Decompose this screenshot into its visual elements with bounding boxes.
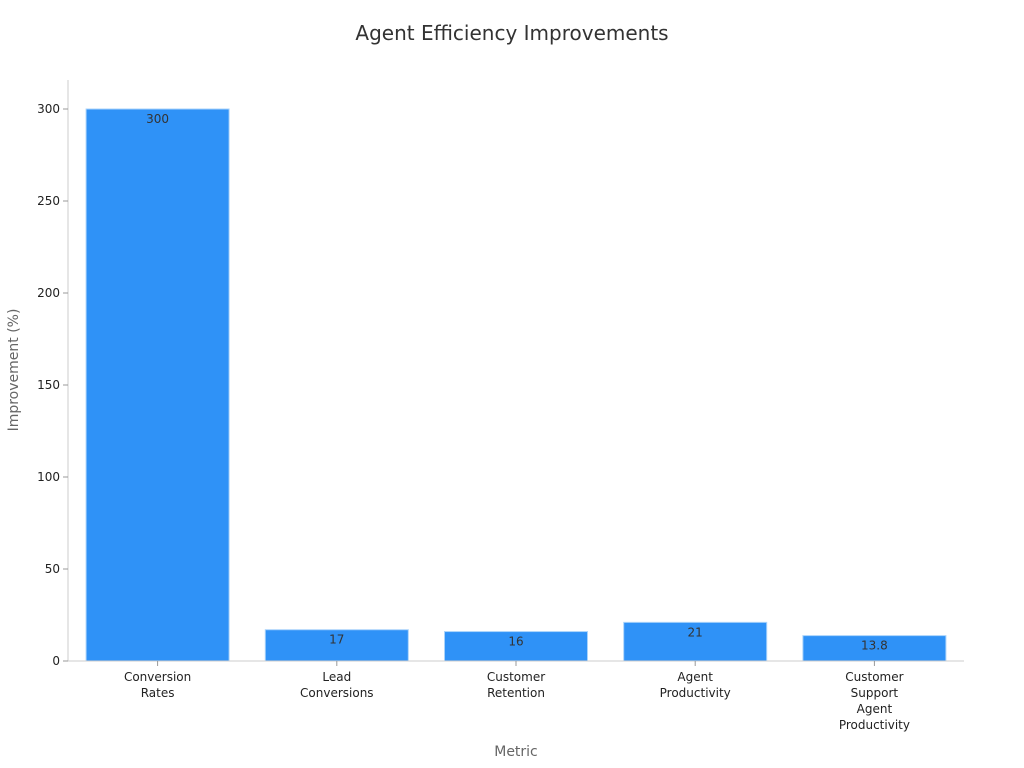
bar — [264, 629, 409, 662]
y-tick-label: 300 — [37, 102, 60, 116]
bar — [85, 108, 230, 662]
y-tick-label: 250 — [37, 194, 60, 208]
bar-value-label: 16 — [508, 635, 523, 649]
bar-value-label: 300 — [146, 112, 169, 126]
y-tick-label: 100 — [37, 470, 60, 484]
bar-value-label: 21 — [688, 625, 703, 639]
chart-title: Agent Efficiency Improvements — [355, 21, 668, 45]
y-tick-label: 150 — [37, 378, 60, 392]
y-tick-label: 200 — [37, 286, 60, 300]
bars-group: 300 17 16 21 13.8 — [85, 108, 947, 662]
x-tick-label: Agent Productivity — [660, 670, 731, 700]
bar-value-label: 13.8 — [861, 639, 888, 653]
y-axis-title: Improvement (%) — [6, 309, 22, 432]
x-axis-title: Metric — [494, 744, 538, 760]
bar — [802, 635, 947, 662]
x-tick-label: Customer Support Agent Productivity — [839, 670, 910, 732]
bar-value-label: 17 — [329, 633, 344, 647]
x-tick-label: Customer Retention — [487, 670, 545, 700]
x-tick-label: Lead Conversions — [300, 670, 374, 700]
x-axis: Conversion Rates Lead Conversions Customer Re… — [68, 660, 964, 732]
y-axis: 0 50 100 150 200 250 300 — [37, 80, 69, 668]
bar — [623, 621, 768, 662]
y-tick-label: 0 — [52, 654, 60, 668]
y-tick-label: 50 — [45, 562, 60, 576]
x-tick-label: Conversion Rates — [124, 670, 191, 700]
